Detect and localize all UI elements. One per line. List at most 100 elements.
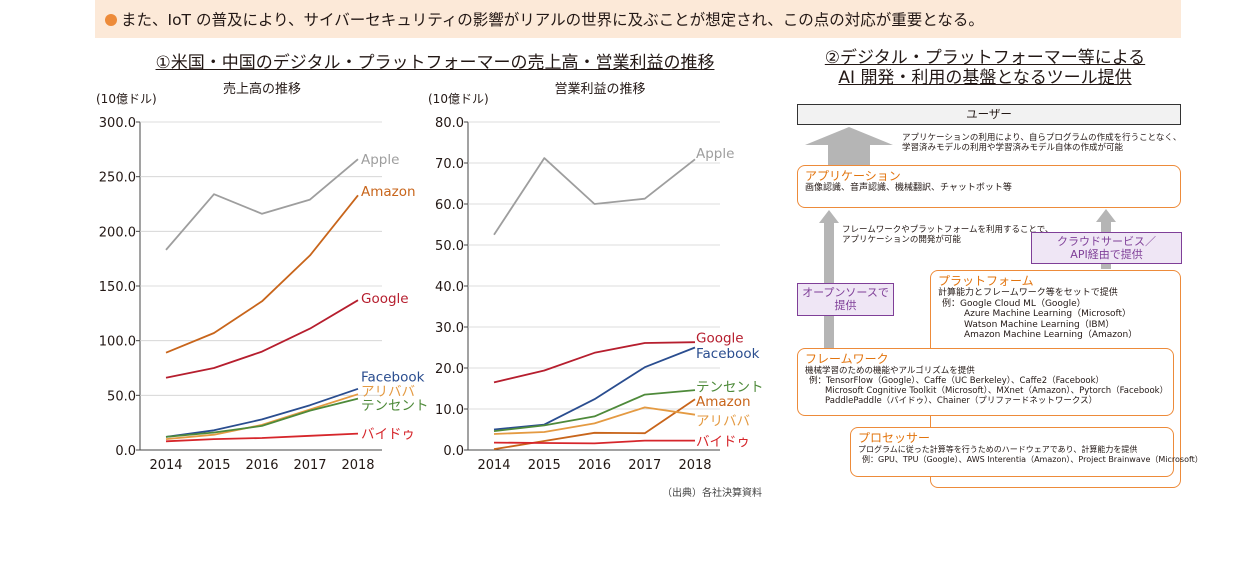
- section2-title-line1: ②デジタル・プラットフォーマー等による: [824, 48, 1146, 68]
- series-line: [165, 194, 359, 354]
- series-line: [493, 157, 696, 236]
- note-mid-line2: アプリケーションの開発が可能: [842, 235, 961, 245]
- y-tick-label: 30.0: [435, 321, 464, 336]
- note-mid-line1: フレームワークやプラットフォームを利用することで、: [842, 225, 1054, 235]
- platform-line4: Watson Machine Learning（IBM）: [964, 319, 1115, 330]
- y-tick-label: 150.0: [99, 280, 136, 295]
- application-body: 画像認識、音声認識、機械翻訳、チャットボット等: [805, 183, 1012, 193]
- y-tick-label: 10.0: [435, 403, 464, 418]
- processor-line2: 例：GPU、TPU（Google）、AWS Interentia（Amazon）…: [862, 455, 1203, 464]
- series-label: Apple: [361, 152, 399, 168]
- series-label: バイドゥ: [696, 434, 750, 450]
- x-tick-label: 2015: [528, 458, 561, 473]
- x-tick-label: 2017: [628, 458, 661, 473]
- series-label: アリババ: [696, 413, 750, 429]
- framework-box: フレームワーク 機械学習のための機能やアルゴリズムを提供 例：TensorFlo…: [797, 348, 1174, 416]
- x-tick-label: 2018: [678, 458, 711, 473]
- open-line2: 提供: [834, 299, 857, 312]
- y-tick-label: 0.0: [115, 444, 136, 459]
- x-tick-label: 2016: [245, 458, 278, 473]
- series-label: Amazon: [361, 184, 416, 200]
- arrow-app-to-user-shaft: [828, 144, 870, 165]
- y-tick-label: 200.0: [99, 225, 136, 240]
- x-tick-label: 2017: [293, 458, 326, 473]
- note-top-line2: 学習済みモデルの利用や学習済みモデル自体の作成が可能: [902, 143, 1124, 153]
- y-tick-label: 70.0: [435, 157, 464, 172]
- series-line: [165, 397, 359, 438]
- platform-line3: Azure Machine Learning（Microsoft）: [964, 309, 1132, 319]
- series-label: Google: [696, 330, 744, 346]
- banner-text: また、IoT の普及により、サイバーセキュリティの影響がリアルの世界に及ぶことが…: [121, 11, 984, 29]
- framework-head: フレームワーク: [805, 352, 889, 366]
- processor-head: プロセッサー: [858, 431, 931, 445]
- bullet-dot-icon: [105, 14, 117, 26]
- series-label: Amazon: [696, 394, 751, 410]
- cloud-service-label: クラウドサービス／ API経由で提供: [1031, 232, 1182, 264]
- x-tick-label: 2015: [197, 458, 230, 473]
- framework-line4: PaddlePaddle（バイドゥ）、Chainer（プリファードネットワークス…: [825, 396, 1098, 406]
- cloud-line1: クラウドサービス／: [1057, 235, 1156, 248]
- y-tick-label: 100.0: [99, 335, 136, 350]
- framework-line2: 例：TensorFlow（Google）、Caffe（UC Berkeley）、…: [809, 376, 1105, 386]
- platform-line5: Amazon Machine Learning（Amazon）: [964, 330, 1138, 340]
- series-label: テンセント: [361, 398, 429, 414]
- series-label: テンセント: [696, 379, 764, 395]
- section2-title: ②デジタル・プラットフォーマー等による AI 開発・利用の基盤となるツール提供: [790, 48, 1180, 88]
- y-tick-label: 50.0: [107, 389, 136, 404]
- arrow-app-to-user-icon: [805, 127, 893, 145]
- open-line1: オープンソースで: [802, 286, 889, 299]
- y-tick-label: 40.0: [435, 280, 464, 295]
- y-tick-label: 0.0: [443, 444, 464, 459]
- x-tick-label: 2014: [149, 458, 182, 473]
- section2-title-line2: AI 開発・利用の基盤となるツール提供: [838, 68, 1132, 88]
- series-line: [493, 389, 696, 432]
- framework-line3: Microsoft Cognitive Toolkit（Microsoft）、M…: [825, 386, 1169, 396]
- y-tick-label: 60.0: [435, 198, 464, 213]
- platform-head: プラットフォーム: [938, 274, 1034, 288]
- series-line: [165, 432, 359, 443]
- series-line: [165, 387, 359, 438]
- series-line: [493, 341, 696, 384]
- profit-chart: 営業利益の推移 (10億ドル) 0.0 10.0 20.0 30.0 40.0 50.0 60.…: [428, 81, 764, 473]
- arrow-framework-icon: [819, 210, 839, 223]
- series-line: [165, 158, 359, 251]
- x-tick-label: 2014: [477, 458, 510, 473]
- arrow-platform-icon: [1096, 209, 1116, 222]
- y-tick-label: 20.0: [435, 362, 464, 377]
- series-label: Facebook: [696, 346, 760, 362]
- y-tick-label: 80.0: [435, 116, 464, 131]
- note-top-line1: アプリケーションの利用により、自らプログラムの作成を行うことなく、: [902, 133, 1182, 143]
- application-box: アプリケーション 画像認識、音声認識、機械翻訳、チャットボット等: [797, 165, 1181, 208]
- series-label: アリババ: [361, 384, 415, 400]
- chart-title: 売上高の推移: [223, 81, 301, 97]
- summary-banner: また、IoT の普及により、サイバーセキュリティの影響がリアルの世界に及ぶことが…: [95, 0, 1181, 38]
- sales-chart: 売上高の推移 (10億ドル) 0.0 50.0 100.0 150.0 200.0 250.0…: [96, 81, 429, 473]
- open-source-label: オープンソースで 提供: [797, 283, 894, 316]
- series-line: [165, 393, 359, 440]
- y-tick-label: 300.0: [99, 116, 136, 131]
- series-label: Facebook: [361, 370, 425, 386]
- y-tick-label: 50.0: [435, 239, 464, 254]
- user-box: ユーザー: [797, 104, 1181, 125]
- processor-line1: プログラムに従った計算等を行うためのハードウェアであり、計算能力を提供: [858, 445, 1138, 454]
- series-label: Google: [361, 291, 409, 307]
- application-head: アプリケーション: [805, 169, 901, 183]
- processor-box: プロセッサー プログラムに従った計算等を行うためのハードウェアであり、計算能力を…: [850, 427, 1203, 477]
- source-note: （出典）各社決算資料: [662, 488, 762, 499]
- series-label: Apple: [696, 146, 734, 162]
- platform-line2: 例：Google Cloud ML（Google）: [942, 298, 1086, 309]
- y-tick-label: 250.0: [99, 171, 136, 186]
- series-line: [493, 406, 696, 435]
- x-tick-label: 2018: [341, 458, 374, 473]
- chart-title: 営業利益の推移: [554, 81, 645, 97]
- note-top: アプリケーションの利用により、自らプログラムの作成を行うことなく、 学習済みモデ…: [902, 133, 1181, 153]
- series-line: [493, 439, 695, 445]
- section1-title: ①米国・中国のデジタル・プラットフォーマーの売上高・営業利益の推移: [155, 53, 715, 73]
- unit-label: (10億ドル): [428, 92, 489, 106]
- x-tick-label: 2016: [578, 458, 611, 473]
- cloud-line2: API経由で提供: [1070, 248, 1143, 261]
- unit-label: (10億ドル): [96, 92, 157, 106]
- series-line: [493, 346, 696, 431]
- series-line: [165, 299, 359, 379]
- platform-line1: 計算能力とフレームワーク等をセットで提供: [938, 288, 1118, 298]
